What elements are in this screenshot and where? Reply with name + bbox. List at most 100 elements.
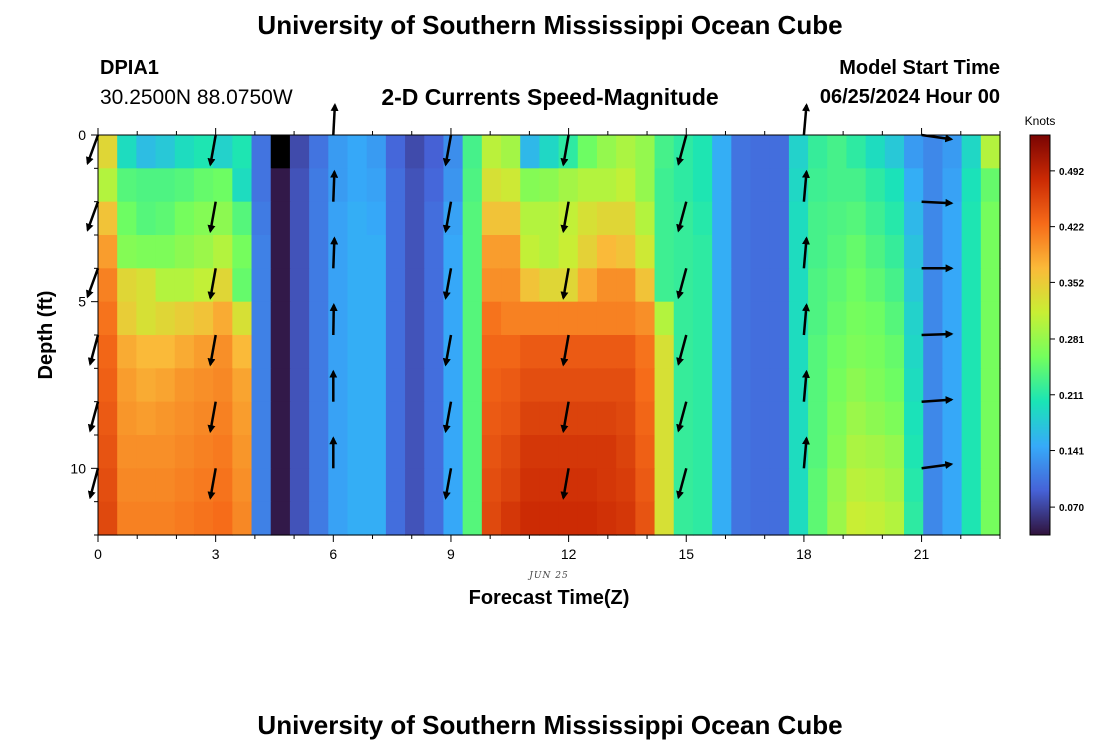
- heatmap-cell: [98, 301, 118, 336]
- colorbar-ticks: 0.070 0.141 0.211 0.281 0.352 0.422 0.492: [1050, 167, 1084, 514]
- current-vector-arrow: [560, 134, 570, 167]
- heatmap-cell: [481, 168, 502, 203]
- heatmap-cell: [213, 501, 233, 536]
- model-start-label: Model Start Time: [839, 57, 1000, 79]
- heatmap-cell: [577, 501, 598, 536]
- heatmap-cell: [846, 368, 867, 403]
- heatmap-cell: [846, 135, 867, 169]
- heatmap-cell: [635, 168, 656, 203]
- heatmap-cell: [309, 468, 329, 503]
- heatmap-cell: [769, 435, 790, 469]
- heatmap-cell: [712, 401, 732, 436]
- heatmap-cell: [174, 301, 195, 336]
- chart-subtitle: 2-D Currents Speed-Magnitude: [381, 84, 719, 110]
- heatmap-cell: [289, 301, 310, 336]
- heatmap-cell: [289, 368, 310, 403]
- heatmap-cell: [616, 501, 636, 536]
- heatmap-cell: [750, 201, 771, 236]
- heatmap-cell: [596, 235, 617, 269]
- heatmap-cell: [385, 201, 406, 236]
- heatmap-cell: [942, 168, 963, 203]
- heatmap-cell: [827, 335, 848, 369]
- heatmap-cell: [481, 401, 502, 436]
- heatmap-cell: [347, 435, 368, 469]
- heatmap-cell: [654, 335, 675, 369]
- heatmap-cell: [501, 435, 521, 469]
- heatmap-cell: [808, 235, 828, 269]
- colorbar-tick-label: 0.422: [1059, 223, 1084, 234]
- heatmap-cell: [539, 401, 560, 436]
- heatmap-cell: [731, 235, 752, 269]
- heatmap-cell: [462, 335, 483, 369]
- heatmap-cell: [385, 301, 406, 336]
- heatmap-cell: [654, 201, 675, 236]
- heatmap-cell: [328, 235, 349, 269]
- heatmap-cell: [347, 135, 368, 169]
- x-tick-label: 3: [212, 546, 220, 562]
- heatmap-cell: [596, 368, 617, 403]
- heatmap-cell: [616, 435, 636, 469]
- heatmap-cell: [251, 435, 272, 469]
- colorbar: Knots 0.070 0.141 0.211 0.281 0.352 0.422 0.49…: [1025, 114, 1084, 536]
- heatmap-cell: [520, 335, 540, 369]
- heatmap-cell: [251, 501, 272, 536]
- heatmap-cell: [347, 268, 368, 303]
- heatmap-cell: [692, 268, 713, 303]
- heatmap-cell: [923, 168, 944, 203]
- heatmap-cell: [366, 235, 387, 269]
- heatmap-cell: [616, 168, 636, 203]
- heatmap-cell: [232, 335, 253, 369]
- heatmap-cell: [654, 168, 675, 203]
- heatmap-cell: [808, 135, 828, 169]
- heatmap-cell: [788, 201, 809, 236]
- heatmap-cell: [596, 335, 617, 369]
- heatmap-cell: [136, 401, 157, 436]
- heatmap-cell: [865, 401, 886, 436]
- heatmap-cell: [635, 468, 656, 503]
- heatmap-cell: [539, 435, 560, 469]
- heatmap-cell: [884, 435, 905, 469]
- heatmap-cell: [347, 468, 368, 503]
- heatmap-cell: [692, 468, 713, 503]
- heatmap-cell: [328, 201, 349, 236]
- heatmap-cell: [174, 435, 195, 469]
- heatmap-cell: [865, 268, 886, 303]
- heatmap-cell: [923, 235, 944, 269]
- heatmap-cell: [520, 201, 540, 236]
- heatmap-cell: [443, 168, 464, 203]
- heatmap-cell: [654, 135, 675, 169]
- heatmap-cell: [808, 368, 828, 403]
- heatmap-cell: [808, 468, 828, 503]
- heatmap-cell: [289, 135, 310, 169]
- heatmap-cell: [155, 468, 176, 503]
- current-vector-arrow: [801, 303, 810, 336]
- heatmap-cell: [270, 168, 291, 203]
- heatmap-cell: [788, 468, 809, 503]
- heatmap-cell: [846, 201, 867, 236]
- heatmap-cell: [904, 201, 924, 236]
- heatmap-cell: [673, 401, 694, 436]
- heatmap-cell: [731, 401, 752, 436]
- heatmap-cell: [117, 435, 137, 469]
- heatmap-cell: [827, 368, 848, 403]
- heatmap-cell: [846, 435, 867, 469]
- x-tick-label: 21: [914, 546, 930, 562]
- heatmap-cell: [712, 201, 732, 236]
- heatmap-cell: [884, 201, 905, 236]
- current-vector-arrow: [442, 201, 453, 234]
- heatmap-cell: [481, 201, 502, 236]
- y-tick-label: 0: [78, 127, 86, 143]
- heatmap-cell: [405, 335, 425, 369]
- heatmap-cell: [731, 368, 752, 403]
- heatmap-cell: [462, 268, 483, 303]
- heatmap-cell: [520, 301, 540, 336]
- heatmap-cell: [193, 501, 214, 536]
- heatmap-cell: [904, 301, 924, 336]
- current-vector-arrow: [86, 201, 100, 232]
- heatmap-cell: [270, 501, 291, 536]
- heatmap-cell: [117, 168, 137, 203]
- heatmap-cell: [424, 268, 445, 303]
- y-axis-title: Depth (ft): [35, 291, 57, 380]
- heatmap-cell: [846, 401, 867, 436]
- heatmap-cell: [731, 301, 752, 336]
